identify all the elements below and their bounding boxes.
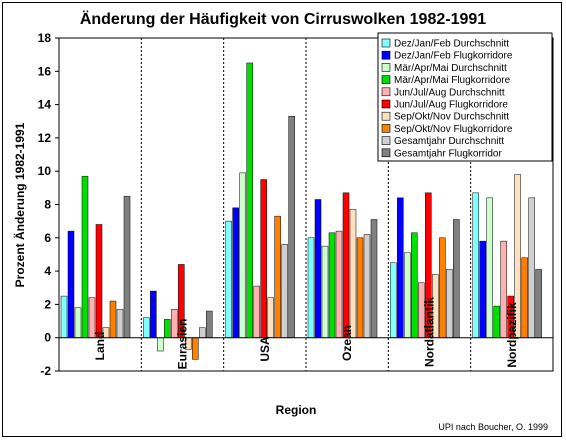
bar — [411, 232, 418, 338]
category-label: Ozean — [340, 325, 354, 361]
bar — [253, 285, 260, 338]
category-label: Nordatlantik — [423, 297, 437, 367]
bar — [267, 297, 274, 338]
source-credit: UPI nach Boucher, O. 1999 — [438, 422, 548, 432]
bar — [81, 175, 89, 338]
bar — [116, 309, 124, 338]
legend-box — [377, 32, 553, 162]
bar — [150, 290, 157, 338]
y-tick-label: 4 — [44, 264, 51, 278]
bar — [60, 295, 68, 338]
category-label: Eurasien — [176, 319, 190, 370]
legend-entry: Dez/Jan/Feb Flugkorridore — [394, 51, 513, 62]
legend-swatch — [381, 111, 391, 121]
bar — [109, 300, 117, 338]
bar — [528, 197, 535, 338]
legend-swatch — [381, 99, 391, 109]
legend-swatch — [381, 75, 391, 84]
bar — [281, 244, 288, 338]
bar — [232, 207, 239, 338]
bar — [397, 197, 404, 338]
y-axis-label: Prozent Änderung 1982-1991 — [12, 122, 27, 287]
bar — [314, 199, 322, 338]
bar — [246, 62, 253, 338]
category-label: USA — [258, 336, 272, 362]
bar — [363, 234, 371, 338]
bar — [157, 337, 164, 352]
legend-swatch — [381, 136, 391, 145]
bar — [404, 252, 411, 338]
chart-frame — [2, 2, 562, 437]
y-tick-label: 6 — [44, 231, 51, 245]
legend-entry: Gesamtjahr Durchschnitt — [394, 136, 504, 147]
bar — [307, 237, 315, 338]
y-tick-label: -2 — [40, 364, 51, 378]
x-axis-label: Region — [276, 403, 317, 417]
y-tick-label: 10 — [38, 164, 52, 178]
bar — [535, 269, 542, 338]
legend-entry: Mär/Apr/Mai Durchschnitt — [394, 63, 507, 74]
bar — [274, 215, 281, 338]
y-tick-label: 18 — [38, 31, 52, 45]
y-tick-label: 0 — [44, 331, 51, 345]
bar — [479, 240, 486, 338]
y-tick-label: 8 — [44, 198, 51, 212]
bar — [143, 317, 150, 338]
bar — [74, 307, 82, 338]
bar — [439, 237, 446, 338]
bar — [335, 230, 343, 338]
bar — [390, 262, 397, 338]
bar — [260, 179, 267, 338]
chart-title: Änderung der Häufigkeit von Cirruswolken… — [80, 10, 486, 28]
legend-entry: Jun/Jul/Aug Flugkorridore — [394, 100, 508, 111]
bar — [349, 209, 357, 338]
legend-entry: Jun/Jul/Aug Durchschnitt — [394, 87, 505, 98]
bar — [225, 220, 232, 338]
y-tick-label: 12 — [38, 131, 52, 145]
category-label: Nordpazifik — [505, 302, 519, 368]
legend-entry: Sep/Okt/Nov Flugkorridore — [394, 124, 513, 135]
legend-swatch — [381, 148, 391, 158]
bar — [356, 237, 364, 338]
bar — [328, 232, 336, 338]
legend-swatch — [381, 63, 391, 72]
bar — [239, 172, 246, 338]
legend-swatch — [381, 38, 391, 48]
y-tick-label: 2 — [44, 297, 51, 311]
bar — [123, 195, 131, 338]
y-tick-label: 14 — [38, 98, 52, 112]
bar — [493, 305, 500, 338]
bar — [199, 327, 206, 338]
bar — [521, 257, 528, 338]
bar — [95, 224, 103, 338]
legend-entry: Mär/Apr/Mai Flugkorridore — [394, 75, 511, 86]
legend-swatch — [381, 124, 391, 133]
bar — [472, 192, 479, 338]
bar — [486, 197, 493, 338]
bar — [67, 230, 75, 338]
plot-area: -2 0 2 4 6 8 10 12 14 16 18 Land Eurasien USA Ozean Nor… — [38, 31, 554, 378]
bar — [164, 319, 171, 338]
legend-entry: Dez/Jan/Feb Durchschnitt — [394, 39, 509, 50]
bar — [288, 116, 295, 338]
bar — [370, 219, 378, 338]
category-label: Land — [93, 332, 107, 361]
bar — [446, 269, 453, 338]
bar — [321, 245, 329, 338]
bar — [192, 337, 199, 360]
legend-swatch — [381, 50, 391, 60]
legend-entry: Gesamtjahr Flugkorridor — [394, 148, 502, 159]
bar — [342, 192, 350, 338]
y-tick-label: 16 — [38, 64, 52, 78]
bar — [206, 310, 213, 338]
bar — [453, 219, 460, 338]
legend-entry: Sep/Okt/Nov Durchschnitt — [394, 112, 509, 123]
legend-swatch — [381, 87, 391, 97]
